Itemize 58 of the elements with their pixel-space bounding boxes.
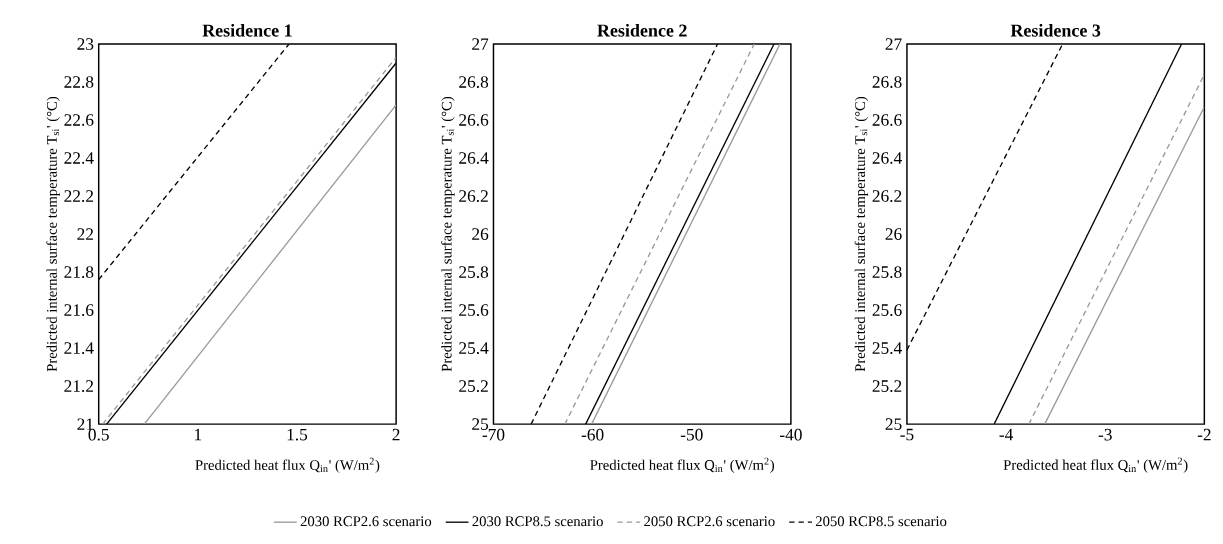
y-tick-label: 22.6 (64, 114, 94, 126)
y-tick-label: 26 (472, 228, 489, 240)
x-tick-label: -4 (999, 428, 1014, 441)
y-tick-label: 26.4 (872, 152, 902, 164)
legend-label: 2050 RCP8.5 scenario (815, 516, 947, 527)
x-tick-label: -50 (680, 428, 703, 441)
y-tick-label: 27 (885, 38, 902, 50)
legend-label: 2050 RCP2.6 scenario (644, 516, 775, 527)
y-tick-label: 21.8 (64, 266, 94, 278)
y-tick-label: 26.8 (872, 76, 902, 88)
x-tick-label: -70 (482, 428, 505, 441)
x-tick-label: -3 (1098, 428, 1112, 441)
x-tick-label: 0.5 (88, 428, 109, 441)
y-tick-label: 22 (77, 228, 94, 240)
y-tick-label: 22.8 (64, 76, 94, 88)
y-tick-label: 26.4 (459, 152, 489, 164)
chart-title: Residence 3 (1010, 23, 1101, 37)
y-tick-label: 22.2 (64, 190, 94, 202)
x-axis-title: Predicted heat flux Q$_{in}$' (W/m$^{2}$) (195, 457, 380, 473)
y-tick-label: 25.8 (459, 266, 489, 278)
chart-title: Residence 2 (597, 23, 687, 37)
x-tick-label: -2 (1197, 428, 1211, 441)
chart-title: Residence 1 (202, 23, 292, 37)
y-tick-label: 25.8 (872, 266, 902, 278)
y-tick-label: 26.2 (459, 190, 488, 202)
y-tick-label: 25 (472, 418, 489, 430)
legend-label: 2030 RCP8.5 scenario (472, 516, 603, 527)
y-tick-label: 25 (885, 418, 902, 430)
y-tick-label: 21 (77, 418, 93, 430)
x-tick-label: 1.5 (287, 428, 308, 441)
y-axis-title: Predicted internal surface temperature T$_{si}$' (°C) (441, 96, 455, 372)
x-tick-label: 1 (195, 428, 202, 441)
y-tick-label: 25.4 (459, 342, 489, 354)
x-tick-label: 2 (392, 428, 400, 441)
y-axis-title: Predicted internal surface temperature T$_{si}$' (°C) (46, 96, 60, 372)
y-tick-label: 25.6 (872, 304, 902, 316)
y-tick-label: 25.2 (872, 380, 902, 392)
y-tick-label: 27 (472, 38, 489, 50)
y-tick-label: 25.2 (459, 380, 488, 392)
x-axis-title: Predicted heat flux Q$_{in}$' (W/m$^{2}$) (590, 457, 775, 473)
y-tick-label: 21.2 (64, 380, 94, 392)
y-tick-label: 21.6 (64, 304, 94, 316)
y-tick-label: 26.6 (459, 114, 489, 126)
y-tick-label: 23 (77, 38, 94, 50)
y-tick-label: 22.4 (64, 152, 94, 164)
x-axis-title: Predicted heat flux Q$_{in}$' (W/m$^{2}$) (1003, 457, 1188, 473)
y-tick-label: 25.4 (872, 342, 902, 354)
y-axis-title: Predicted internal surface temperature T$_{si}$' (°C) (854, 96, 869, 372)
x-tick-label: -40 (779, 428, 802, 441)
y-tick-label: 26.2 (872, 190, 902, 202)
y-tick-label: 21.4 (64, 342, 94, 354)
x-tick-label: -60 (581, 428, 604, 441)
y-tick-label: 26.8 (459, 76, 489, 88)
legend-label: 2030 RCP2.6 scenario (300, 516, 432, 527)
y-tick-label: 26 (885, 228, 902, 240)
x-tick-label: -5 (900, 428, 914, 441)
y-tick-label: 26.6 (872, 114, 902, 126)
y-tick-label: 25.6 (459, 304, 489, 316)
